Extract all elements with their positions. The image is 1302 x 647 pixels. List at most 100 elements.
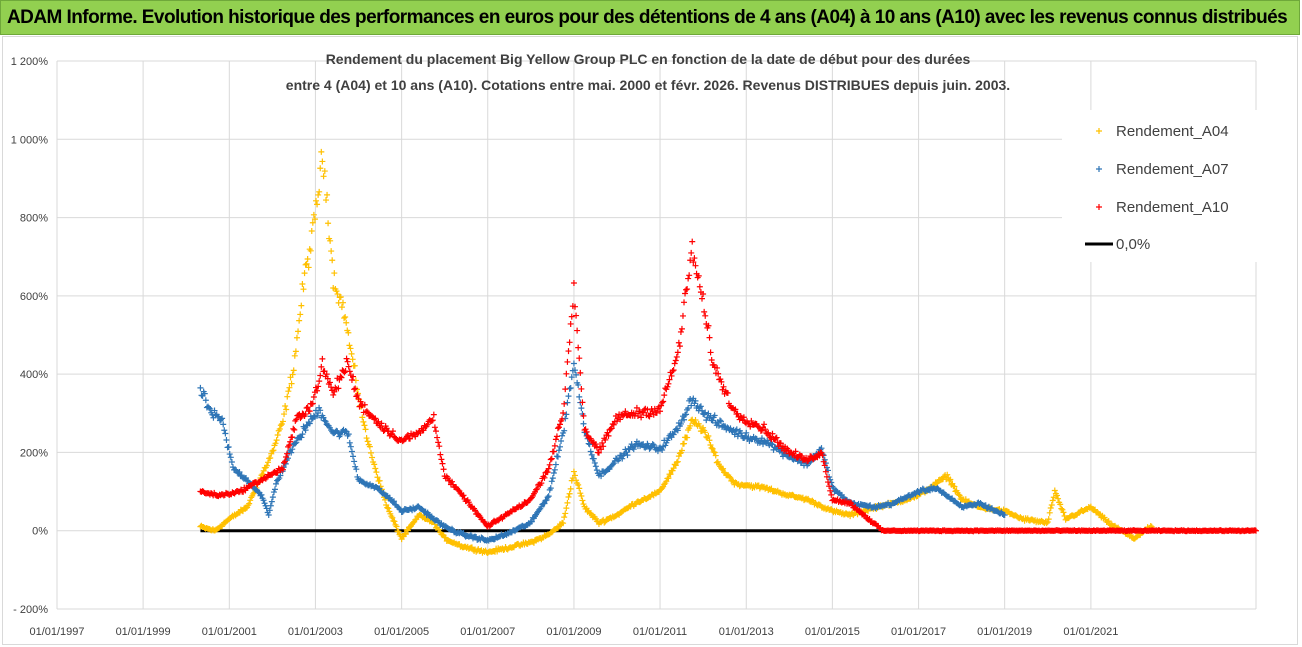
data-point [1051, 487, 1058, 494]
data-point [550, 470, 557, 477]
x-tick-label: 01/01/2015 [805, 626, 860, 638]
data-point [250, 490, 257, 497]
data-point [692, 417, 699, 424]
data-point [273, 480, 280, 487]
legend-marker [1096, 204, 1102, 210]
data-point [563, 505, 570, 512]
data-point [575, 381, 582, 388]
data-point [822, 468, 829, 475]
data-point [820, 458, 827, 465]
data-point [1105, 518, 1112, 525]
data-point [605, 432, 612, 439]
data-point [847, 499, 854, 506]
data-point [657, 408, 664, 415]
data-point [674, 427, 681, 434]
data-point [206, 404, 213, 411]
data-point [777, 446, 784, 453]
data-point [1055, 495, 1062, 502]
data-point [430, 411, 437, 418]
data-point [653, 409, 660, 416]
x-tick-label: 01/01/2003 [288, 626, 343, 638]
data-point [277, 472, 284, 479]
data-point [348, 448, 355, 455]
data-point [672, 462, 679, 469]
data-point [819, 452, 826, 459]
data-point [579, 497, 586, 504]
data-point [395, 528, 402, 535]
data-point [684, 434, 691, 441]
data-point [317, 407, 324, 414]
data-point [734, 410, 741, 417]
data-point [709, 445, 716, 452]
data-point [296, 317, 303, 324]
data-point [438, 456, 445, 463]
data-point [315, 191, 322, 198]
data-point [580, 412, 587, 419]
data-point [578, 385, 585, 392]
data-point [665, 475, 672, 482]
data-point [376, 477, 383, 484]
data-point [282, 458, 289, 465]
data-point [341, 369, 348, 376]
data-point [283, 406, 290, 413]
x-tick-label: 01/01/2007 [460, 626, 515, 638]
data-point [686, 272, 693, 279]
data-point [385, 505, 392, 512]
data-point [1046, 509, 1053, 516]
data-point [308, 416, 315, 423]
data-point [772, 435, 779, 442]
data-point [389, 514, 396, 521]
data-point [590, 455, 597, 462]
data-point [338, 304, 345, 311]
data-point [567, 384, 574, 391]
data-point [369, 454, 376, 461]
data-point [439, 460, 446, 467]
data-point [283, 454, 290, 461]
data-point [692, 397, 699, 404]
x-axis: 01/01/1997 01/01/1999 01/01/2001 01/01/2003… [29, 626, 1118, 638]
data-point [302, 411, 309, 418]
data-point [211, 407, 218, 414]
data-point [350, 373, 357, 380]
data-point [557, 421, 564, 428]
data-point [592, 463, 599, 470]
data-point [311, 216, 318, 223]
data-point [271, 486, 278, 493]
report-banner: ADAM Informe. Evolution historique des p… [0, 0, 1300, 35]
data-point [561, 400, 568, 407]
data-point [676, 343, 683, 350]
data-point [247, 497, 254, 504]
data-point [528, 518, 535, 525]
data-point [650, 441, 657, 448]
data-point [745, 420, 752, 427]
data-point [310, 393, 317, 400]
data-point [583, 428, 590, 435]
data-point [346, 368, 353, 375]
data-point [946, 477, 953, 484]
data-point [707, 442, 714, 449]
data-point [262, 502, 269, 509]
data-point [726, 473, 733, 480]
data-point [290, 367, 297, 374]
data-point [671, 360, 678, 367]
data-point [260, 467, 267, 474]
data-point [762, 426, 769, 433]
data-point [724, 390, 731, 397]
data-point [291, 426, 298, 433]
data-point [201, 390, 208, 397]
data-point [546, 461, 553, 468]
data-point [574, 327, 581, 334]
chart-title-line-1: Rendement du placement Big Yellow Group … [326, 51, 971, 67]
data-point [286, 384, 293, 391]
data-point [1057, 501, 1064, 508]
data-point [947, 476, 954, 483]
data-point [270, 489, 277, 496]
data-point [371, 416, 378, 423]
data-point [663, 478, 670, 485]
data-point [613, 418, 620, 425]
data-point [705, 322, 712, 329]
data-point [1049, 497, 1056, 504]
series-rendement-a07 [197, 360, 1008, 544]
data-point [549, 475, 556, 482]
data-point [293, 334, 300, 341]
